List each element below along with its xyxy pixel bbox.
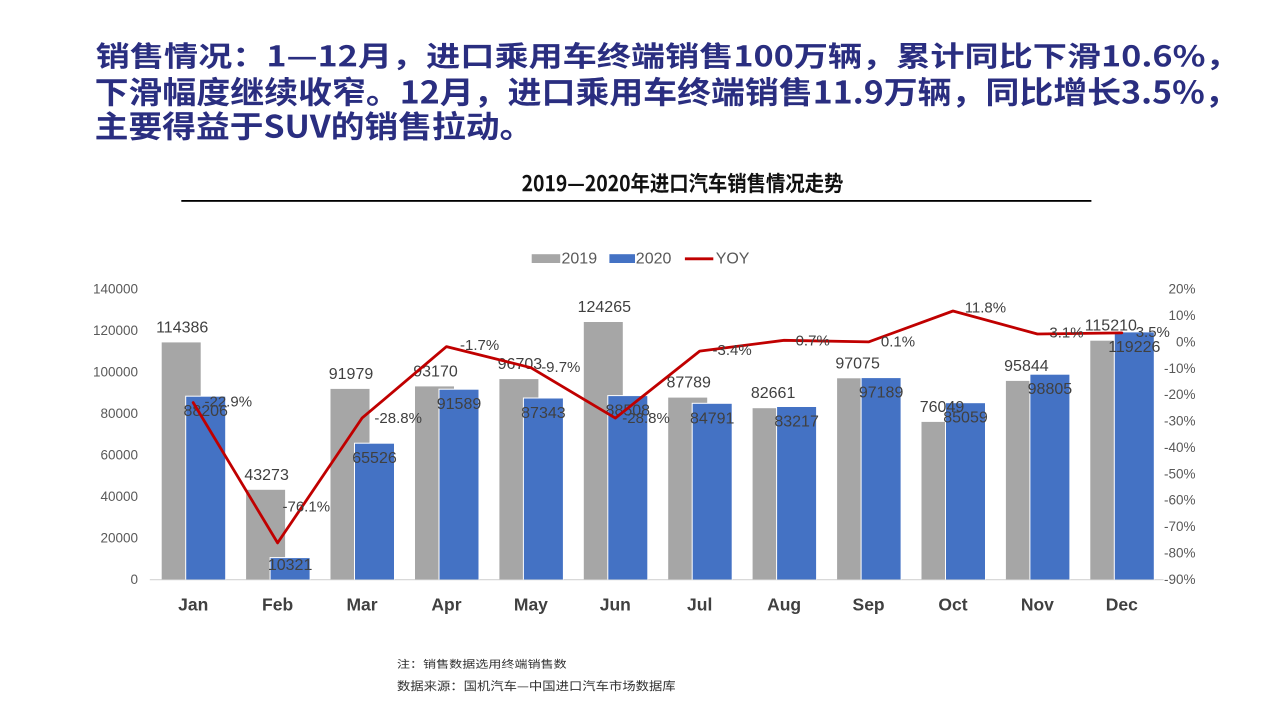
svg-text:91979: 91979 [329, 366, 374, 383]
svg-text:-40%: -40% [1164, 440, 1196, 455]
svg-text:115210: 115210 [1085, 318, 1137, 335]
svg-text:76049: 76049 [920, 399, 965, 416]
svg-text:82661: 82661 [751, 385, 796, 402]
svg-text:-70%: -70% [1164, 519, 1196, 534]
svg-text:124265: 124265 [578, 299, 631, 316]
svg-text:Jan: Jan [178, 595, 208, 615]
svg-text:-1.7%: -1.7% [460, 337, 499, 354]
svg-text:-22.9%: -22.9% [205, 394, 253, 411]
svg-text:Oct: Oct [938, 595, 967, 615]
svg-text:-28.8%: -28.8% [374, 410, 422, 427]
svg-text:-3.4%: -3.4% [713, 342, 752, 359]
svg-text:93170: 93170 [413, 363, 458, 380]
svg-text:May: May [514, 595, 548, 615]
svg-text:-20%: -20% [1164, 387, 1196, 402]
svg-text:20000: 20000 [100, 530, 138, 545]
svg-text:-10%: -10% [1164, 361, 1196, 376]
svg-text:Dec: Dec [1106, 595, 1138, 615]
svg-text:Jul: Jul [687, 595, 712, 615]
svg-text:119226: 119226 [1108, 339, 1160, 356]
svg-text:3.5%: 3.5% [1136, 324, 1170, 341]
svg-text:3.1%: 3.1% [1049, 325, 1083, 342]
svg-text:114386: 114386 [156, 319, 208, 336]
svg-text:2019: 2019 [562, 250, 598, 267]
svg-text:11.8%: 11.8% [965, 299, 1006, 316]
svg-text:97189: 97189 [859, 385, 904, 402]
svg-text:Feb: Feb [262, 595, 293, 615]
svg-text:-9.7%: -9.7% [541, 359, 580, 376]
svg-text:98805: 98805 [1028, 381, 1073, 398]
svg-text:Nov: Nov [1021, 595, 1054, 615]
svg-text:2020: 2020 [636, 250, 672, 267]
svg-text:0%: 0% [1176, 335, 1196, 350]
svg-text:0.7%: 0.7% [796, 332, 830, 349]
svg-text:87343: 87343 [521, 405, 566, 422]
svg-text:-28.8%: -28.8% [622, 410, 670, 427]
svg-text:65526: 65526 [352, 450, 397, 467]
svg-text:87789: 87789 [666, 375, 711, 392]
svg-text:YOY: YOY [716, 250, 750, 267]
svg-text:Sep: Sep [853, 595, 885, 615]
svg-text:85059: 85059 [943, 410, 988, 427]
svg-text:-90%: -90% [1164, 572, 1196, 587]
svg-text:Jun: Jun [600, 595, 631, 615]
svg-text:40000: 40000 [100, 489, 138, 504]
svg-text:0: 0 [130, 572, 138, 587]
svg-text:-76.1%: -76.1% [283, 499, 331, 516]
svg-text:80000: 80000 [100, 406, 138, 421]
svg-text:43273: 43273 [244, 467, 289, 484]
svg-text:91589: 91589 [437, 396, 482, 413]
svg-text:Apr: Apr [431, 595, 461, 615]
svg-text:-30%: -30% [1164, 414, 1196, 429]
svg-text:Mar: Mar [346, 595, 377, 615]
svg-text:100000: 100000 [93, 365, 138, 380]
svg-text:10321: 10321 [268, 557, 313, 574]
svg-text:-50%: -50% [1164, 466, 1196, 481]
svg-text:84791: 84791 [690, 410, 735, 427]
svg-text:-80%: -80% [1164, 546, 1196, 561]
svg-text:97075: 97075 [835, 355, 880, 372]
svg-text:83217: 83217 [774, 414, 819, 431]
svg-text:Aug: Aug [767, 595, 801, 615]
svg-text:0.1%: 0.1% [881, 333, 915, 350]
svg-text:60000: 60000 [100, 447, 138, 462]
svg-text:140000: 140000 [93, 282, 138, 297]
svg-text:95844: 95844 [1004, 358, 1049, 375]
svg-text:-60%: -60% [1164, 493, 1196, 508]
svg-text:10%: 10% [1168, 308, 1195, 323]
svg-text:20%: 20% [1168, 282, 1195, 297]
svg-text:120000: 120000 [93, 323, 138, 338]
